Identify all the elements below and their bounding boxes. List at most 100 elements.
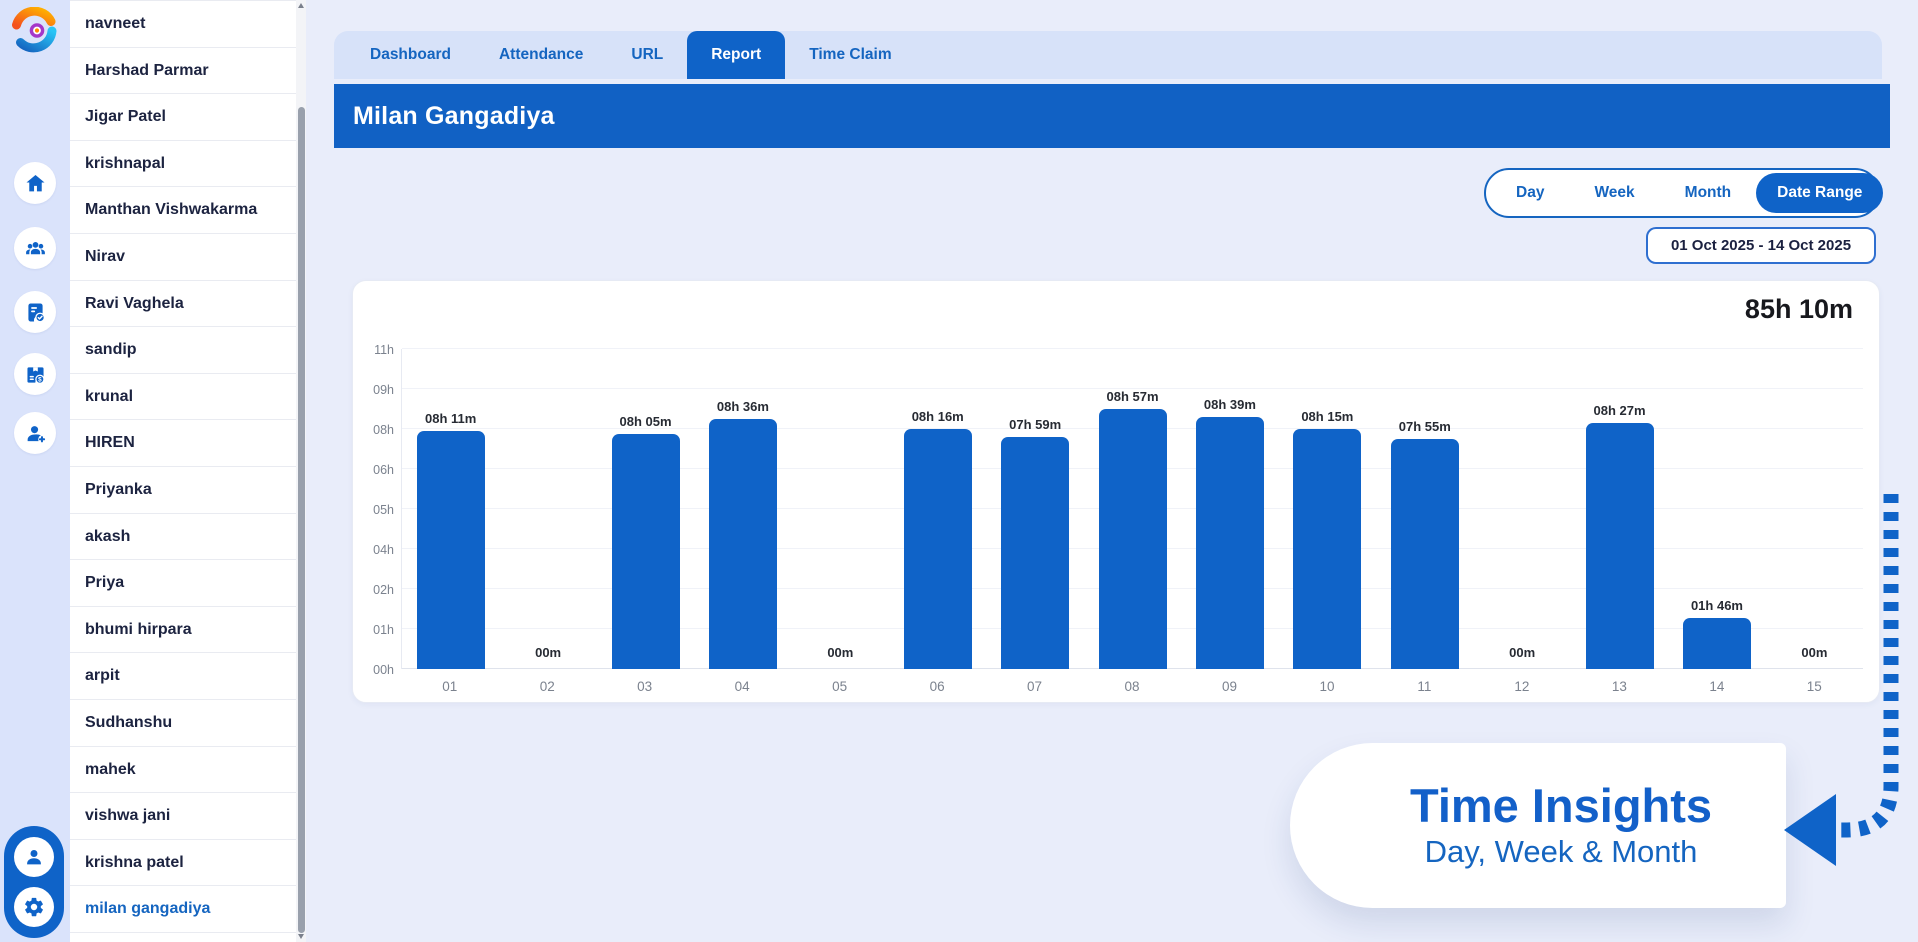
user-list-item[interactable]: krishna patel (70, 840, 306, 887)
range-option-week[interactable]: Week (1594, 184, 1635, 201)
bar[interactable] (1585, 423, 1654, 669)
user-list-item[interactable]: vishwa jani (70, 793, 306, 840)
bar[interactable] (708, 418, 777, 669)
user-list-scrollbar[interactable] (296, 0, 306, 942)
bar-value-label: 08h 36m (716, 398, 769, 414)
bar[interactable] (1098, 408, 1167, 669)
bar-slot: 08h 15m (1279, 409, 1376, 669)
payroll-nav-button[interactable]: $ (14, 353, 56, 395)
x-axis-label: 06 (929, 679, 945, 694)
tab-time-claim[interactable]: Time Claim (809, 46, 892, 63)
range-option-month[interactable]: Month (1684, 184, 1732, 201)
x-axis-label: 05 (832, 679, 848, 694)
user-list-item[interactable]: Harshad Parmar (70, 48, 306, 95)
x-axis-label: 15 (1806, 679, 1822, 694)
y-tick-label: 11h (374, 343, 394, 357)
bar[interactable] (1682, 617, 1751, 669)
x-axis-label: 10 (1319, 679, 1335, 694)
arrow-icon (1784, 494, 1899, 866)
settings-gear-icon (25, 897, 43, 917)
user-list-item[interactable]: Sudhanshu (70, 700, 306, 747)
bar[interactable] (1390, 438, 1459, 669)
report-nav-button[interactable] (14, 291, 56, 333)
x-axis-label: 08 (1124, 679, 1140, 694)
tab-bar: Dashboard Attendance URL Report Time Claim (334, 31, 1882, 79)
team-nav-button[interactable] (14, 227, 56, 269)
bar-slot: 08h 05m (597, 414, 694, 669)
user-list-item[interactable]: bhumi hirpara (70, 607, 306, 654)
page-title: Milan Gangadiya (353, 101, 555, 130)
tab-report[interactable]: Report (687, 31, 786, 79)
x-axis-label: 04 (734, 679, 750, 694)
x-axis-label: 13 (1611, 679, 1627, 694)
bar[interactable] (1195, 417, 1264, 669)
bar-chart: 00h 01h 02h 04h 05h 06h 08h 09h 11h 08h 11m 00m 08… (363, 343, 1863, 677)
bar-value-label: 00m (827, 645, 854, 660)
range-segmented-control: Day Week Month Date Range (1484, 168, 1884, 218)
y-tick-label: 09h (373, 383, 394, 397)
user-list-item[interactable]: navneet (70, 1, 306, 48)
x-axis-label: 02 (539, 679, 555, 694)
icon-rail: $ (0, 0, 70, 942)
y-tick-label: 06h (373, 463, 394, 477)
user-list-item[interactable]: milan gangadiya (70, 886, 306, 933)
user-list-item[interactable]: Jigar Patel (70, 94, 306, 141)
x-axis-label: 01 (442, 679, 458, 694)
bar-value-label: 08h 39m (1203, 397, 1256, 413)
tab-url[interactable]: URL (631, 46, 664, 63)
home-nav-button[interactable] (14, 162, 56, 204)
report-check-icon (27, 302, 45, 322)
add-user-icon (27, 425, 45, 442)
user-list-item[interactable]: Manthan Vishwakarma (70, 187, 306, 234)
user-list-item[interactable]: Ravi Vaghela (70, 281, 306, 328)
add-user-nav-button[interactable] (14, 412, 56, 454)
bar-slot: 07h 55m (1376, 419, 1473, 669)
user-list-item[interactable]: krunal (70, 374, 306, 421)
plot-slots: 08h 11m 00m 08h 05m 08h 36m 00m 08h 16m 07h 59… (402, 349, 1863, 669)
user-list-item[interactable]: Priya (70, 560, 306, 607)
profile-icon (27, 850, 41, 865)
x-axis-label: 12 (1514, 679, 1530, 694)
bar-value-label: 07h 59m (1009, 416, 1062, 432)
user-list-item[interactable]: sandip (70, 327, 306, 374)
bar-value-label: 07h 55m (1398, 418, 1451, 434)
bar-slot: 00m (1766, 645, 1863, 669)
banner-subtitle: Day, Week & Month (1424, 833, 1698, 869)
scroll-down-icon[interactable] (298, 934, 304, 939)
date-range-chip[interactable]: 01 Oct 2025 - 14 Oct 2025 (1646, 227, 1876, 264)
user-list-item[interactable]: HIREN (70, 420, 306, 467)
user-list-item[interactable]: arpit (70, 653, 306, 700)
range-option-day[interactable]: Day (1516, 184, 1545, 201)
scrollbar-thumb[interactable] (297, 107, 305, 933)
y-tick-label: 01h (373, 623, 394, 637)
user-list-item[interactable]: akash (70, 514, 306, 561)
tab-attendance[interactable]: Attendance (498, 46, 584, 63)
bar[interactable] (611, 433, 680, 669)
bar-value-label: 08h 11m (425, 410, 477, 426)
user-list: navneet Harshad Parmar Jigar Patel krishnap… (70, 0, 306, 942)
range-option-date-range[interactable]: Date Range (1756, 173, 1884, 213)
bar[interactable] (1293, 429, 1362, 669)
profile-button[interactable] (14, 837, 54, 877)
user-list-item[interactable]: krishnapal (70, 141, 306, 188)
settings-button[interactable] (14, 887, 54, 927)
home-icon (25, 174, 45, 191)
tab-dashboard[interactable]: Dashboard (370, 46, 451, 63)
bar[interactable] (1001, 436, 1070, 669)
user-list-item[interactable]: mahek (70, 747, 306, 794)
user-list-item[interactable]: Nirav (70, 234, 306, 281)
bar-slot: 01h 46m (1668, 598, 1765, 669)
bar[interactable] (416, 430, 485, 669)
bar-value-label: 08h 27m (1593, 403, 1646, 419)
x-axis-label: 07 (1027, 679, 1043, 694)
bar-slot: 00m (499, 645, 596, 669)
bar-slot: 08h 57m (1084, 389, 1181, 669)
bar-value-label: 01h 46m (1690, 597, 1743, 613)
scroll-up-icon[interactable] (298, 3, 304, 8)
bar-slot: 08h 27m (1571, 403, 1668, 669)
bar-value-label: 00m (1801, 645, 1828, 660)
bar[interactable] (903, 428, 972, 669)
gridline (402, 348, 1863, 349)
x-axis-label: 09 (1221, 679, 1237, 694)
user-list-item[interactable]: Priyanka (70, 467, 306, 514)
